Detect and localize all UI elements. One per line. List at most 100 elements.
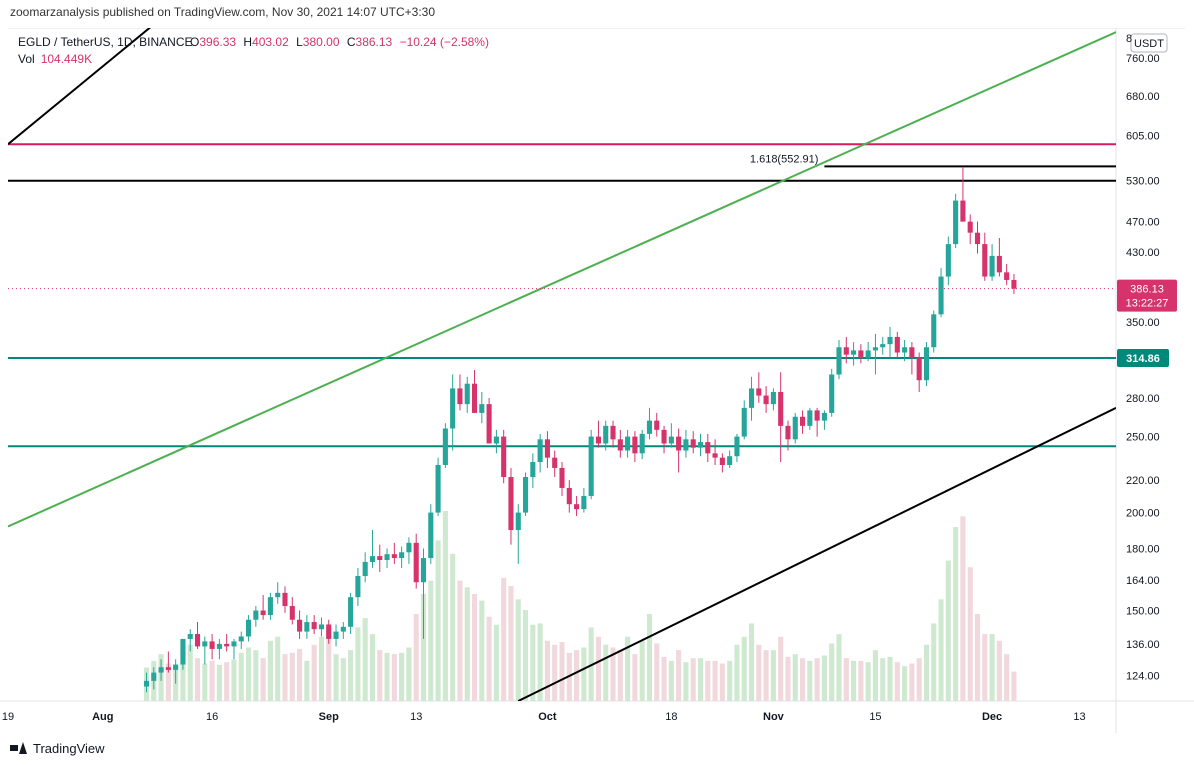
volume-bar — [471, 593, 478, 701]
candle-body — [311, 622, 317, 630]
price-tick-label: 250.00 — [1126, 432, 1160, 444]
chart-area[interactable]: 1.618(552.91) 124.00 136.00 150.00 164.00 18… — [0, 27, 1194, 733]
candle-body — [340, 626, 346, 632]
candle-body — [829, 374, 835, 413]
price-tick-label: 220.00 — [1126, 475, 1160, 487]
candle-body — [246, 619, 252, 637]
volume-bars — [143, 511, 1017, 701]
candle-body — [442, 428, 448, 465]
volume-bar — [632, 654, 638, 701]
volume-bar — [275, 636, 281, 701]
candle-body — [588, 436, 594, 496]
candle-body — [778, 391, 784, 426]
candle-body — [209, 641, 215, 649]
candle-body — [800, 416, 806, 426]
volume-bar — [697, 658, 704, 701]
candle-body — [902, 347, 908, 353]
volume-bar — [297, 648, 303, 701]
candle-body — [151, 672, 157, 681]
price-tick-label: 470.00 — [1126, 217, 1160, 229]
candle-body — [690, 439, 696, 448]
volume-bar — [435, 540, 441, 701]
time-tick-label: 18 — [665, 711, 677, 723]
candle-body — [595, 436, 601, 444]
volume-bar — [348, 650, 354, 701]
volume-bar — [216, 664, 222, 701]
candle-body — [238, 636, 244, 642]
volume-bar — [253, 650, 259, 701]
time-tick-label: Dec — [982, 711, 1002, 723]
candle-body — [289, 606, 295, 620]
volume-bar — [377, 650, 383, 701]
volume-bar — [304, 660, 310, 701]
volume-bar — [654, 643, 660, 701]
tradingview-brand: TradingView — [33, 740, 105, 756]
candle-body — [544, 439, 550, 458]
candle-body — [479, 404, 485, 413]
candle-body — [231, 641, 237, 647]
candle-body — [515, 512, 521, 531]
candle-body — [552, 457, 558, 468]
candle-body — [304, 622, 310, 632]
volume-bar — [938, 599, 944, 701]
candle-body — [180, 638, 186, 665]
volume-bar — [559, 642, 565, 701]
candle-body — [1011, 279, 1017, 289]
volume-bar — [727, 660, 733, 701]
volume-bar — [326, 630, 332, 701]
volume-bar — [165, 663, 171, 701]
tradingview-logo-icon — [10, 742, 28, 754]
time-axis: 19 Aug 16 Sep 13 Oct 18 Nov 15 Dec 13 — [2, 711, 1086, 723]
volume-bar — [486, 616, 492, 701]
volume-bar — [420, 593, 427, 701]
candlesticks — [143, 166, 1017, 693]
volume-bar — [719, 663, 725, 701]
volume-bar — [923, 644, 930, 701]
candle-body — [493, 436, 499, 444]
lower-black-trendline — [517, 406, 1116, 701]
time-tick-label: 13 — [410, 711, 422, 723]
candle-body — [610, 425, 616, 440]
volume-bar — [836, 634, 842, 701]
candle-body — [632, 436, 638, 454]
price-tick-label: 760.00 — [1126, 53, 1160, 65]
candle-body — [216, 643, 222, 649]
candle-body — [537, 439, 543, 463]
volume-bar — [880, 658, 886, 701]
candle-body — [1004, 272, 1010, 280]
volume-bar — [668, 660, 674, 701]
legend-symbol: EGLD / TetherUS, 1D, BINANCE — [18, 35, 193, 49]
candle-body — [275, 592, 281, 598]
volume-bar — [953, 527, 959, 701]
candle-body — [880, 344, 886, 348]
volume-bar — [945, 560, 951, 701]
price-chart[interactable]: 1.618(552.91) 124.00 136.00 150.00 164.00 18… — [0, 27, 1194, 733]
volume-bar — [224, 662, 230, 701]
volume-bar — [712, 660, 718, 701]
volume-bar — [902, 666, 908, 701]
candle-body — [326, 624, 332, 639]
candle-body — [413, 542, 419, 583]
candle-body — [858, 350, 864, 358]
time-tick-label: 13 — [1073, 711, 1085, 723]
volume-bar — [843, 658, 849, 701]
volume-bar — [187, 644, 193, 701]
volume-bar — [894, 662, 900, 701]
volume-bar — [865, 662, 871, 701]
volume-bar — [406, 647, 412, 701]
candle-body — [282, 592, 288, 607]
candle-body — [318, 624, 324, 630]
volume-bar — [661, 656, 667, 701]
candle-body — [165, 667, 171, 670]
candle-body — [523, 477, 529, 513]
tradingview-footer[interactable]: TradingView — [10, 738, 105, 758]
candle-body — [756, 388, 762, 396]
candle-body — [486, 404, 492, 444]
candle-body — [202, 641, 208, 647]
candle-body — [661, 429, 667, 444]
volume-bar — [362, 618, 368, 701]
volume-bar — [595, 636, 601, 701]
currency-button[interactable] — [1130, 33, 1168, 53]
volume-bar — [501, 577, 507, 701]
volume-bar — [194, 658, 201, 701]
